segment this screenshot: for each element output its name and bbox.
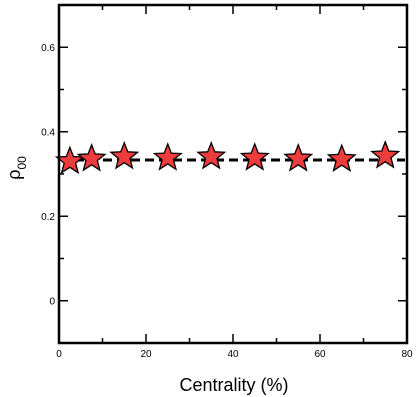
x-tick-label: 40 (227, 349, 239, 360)
svg-text:ρ00: ρ00 (4, 156, 29, 180)
y-axis-label: ρ00 (4, 156, 29, 180)
data-point-star (152, 142, 183, 171)
data-point-star (76, 142, 107, 172)
x-tick-label: 80 (401, 349, 413, 360)
y-tick-label: 0.2 (41, 212, 55, 223)
y-axis-label-subscript: 00 (15, 156, 29, 170)
data-point-star (54, 145, 85, 175)
data-point-star (326, 143, 357, 173)
marker-layer (54, 140, 401, 175)
y-tick-label: 0.6 (41, 43, 55, 54)
tick-layer: 0 20 40 60 80 0 0.2 0.4 0.6 (41, 5, 413, 360)
data-point-star (283, 142, 314, 172)
data-point-star (109, 140, 140, 170)
y-tick-label: 0 (49, 296, 55, 307)
y-axis-label-main: ρ (4, 170, 24, 180)
plot-frame (57, 3, 409, 345)
x-axis-label: Centrality (%) (179, 375, 288, 395)
x-tick-label: 0 (56, 349, 62, 360)
x-tick-label: 60 (314, 349, 326, 360)
data-point-star (196, 140, 227, 170)
data-point-star (239, 142, 270, 171)
data-point-star (370, 140, 401, 169)
y-tick-label: 0.4 (41, 127, 55, 138)
x-tick-label: 20 (140, 349, 152, 360)
